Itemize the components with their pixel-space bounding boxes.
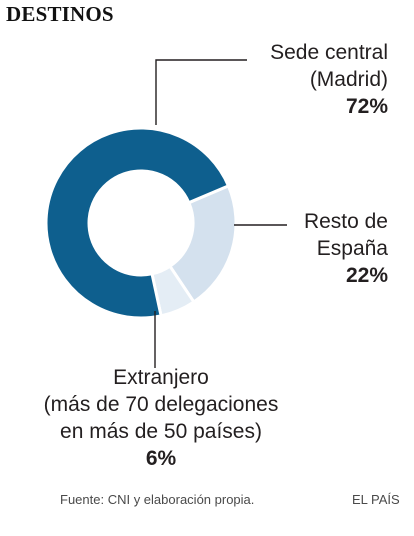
slice-label-madrid-line-2: (Madrid)	[309, 68, 388, 91]
slice-label-extranjero-line-2: (más de 70 delegaciones	[43, 393, 279, 416]
slice-label-extranjero-line-1: Extranjero	[113, 366, 209, 389]
chart-title: DESTINOS	[6, 2, 114, 26]
leader-line-madrid	[155, 59, 247, 125]
slice-label-espana-line-2: España	[316, 237, 388, 260]
slice-label-madrid-line-1: Sede central	[270, 41, 388, 64]
slice-label-espana-line-1: Resto de	[303, 210, 388, 233]
slice-label-extranjero-line-3: en más de 50 países)	[60, 420, 262, 443]
publisher-credit: EL PAÍS	[352, 492, 400, 507]
slice-value-madrid: 72%	[345, 95, 388, 118]
donut-slice-madrid	[44, 126, 231, 320]
slice-label-extranjero: Extranjero (más de 70 delegaciones en má…	[6, 364, 316, 472]
donut-slices	[44, 126, 238, 320]
donut-slice-espana	[167, 183, 238, 305]
slice-label-espana: Resto de España 22%	[248, 208, 388, 289]
leader-lines	[154, 59, 287, 368]
slice-value-espana: 22%	[345, 264, 388, 287]
slice-value-extranjero: 6%	[145, 447, 177, 470]
slice-label-madrid: Sede central (Madrid) 72%	[208, 39, 388, 120]
source-note: Fuente: CNI y elaboración propia.	[60, 492, 255, 507]
